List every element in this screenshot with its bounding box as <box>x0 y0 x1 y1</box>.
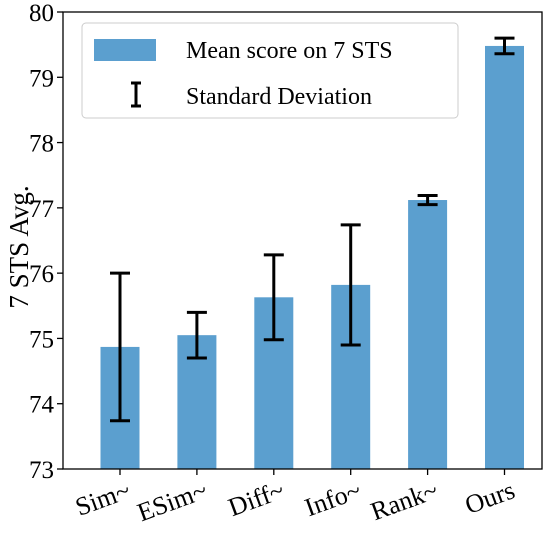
x-axis-ticks: Sim~ ESim~ Diff~ Info~ Rank~ Ours <box>72 469 519 527</box>
y-tick-label-0: 73 <box>29 457 54 484</box>
error-bar-0 <box>110 271 130 423</box>
y-tick-label-3: 76 <box>29 261 54 288</box>
x-tick-label-2: Diff~ <box>224 475 287 522</box>
bar-5 <box>485 45 524 469</box>
y-axis-ticks: 73 74 75 76 77 78 79 80 <box>29 0 63 484</box>
y-tick-label-7: 80 <box>29 0 54 27</box>
error-bar-4 <box>417 193 438 207</box>
legend-errorbar-swatch <box>131 81 141 108</box>
legend-bar-swatch <box>94 39 156 61</box>
error-bar-1 <box>186 310 207 360</box>
plot-frame <box>62 11 543 470</box>
x-tick-label-1: ESim~ <box>134 475 211 527</box>
y-tick-label-6: 79 <box>29 65 54 92</box>
x-tick-label-5: Ours <box>461 475 518 520</box>
y-tick-label-1: 74 <box>29 392 55 419</box>
legend: Mean score on 7 STS Standard Deviation <box>81 22 459 119</box>
x-tick-label-4: Rank~ <box>367 475 442 526</box>
error-bar-3 <box>340 223 361 347</box>
legend-label-std: Standard Deviation <box>186 84 372 110</box>
y-tick-label-5: 78 <box>29 131 54 158</box>
y-tick-label-2: 75 <box>29 326 54 353</box>
legend-label-mean: Mean score on 7 STS <box>186 38 393 64</box>
legend-frame <box>81 22 459 119</box>
bar-4 <box>408 200 448 469</box>
x-tick-label-0: Sim~ <box>72 475 135 521</box>
error-bars-group <box>110 36 515 423</box>
y-axis-label: 7 STS Avg. <box>4 185 34 308</box>
x-tick-label-3: Info~ <box>301 475 365 522</box>
error-bar-2 <box>263 253 284 342</box>
error-bar-5 <box>494 36 515 56</box>
y-tick-label-4: 77 <box>29 196 54 223</box>
